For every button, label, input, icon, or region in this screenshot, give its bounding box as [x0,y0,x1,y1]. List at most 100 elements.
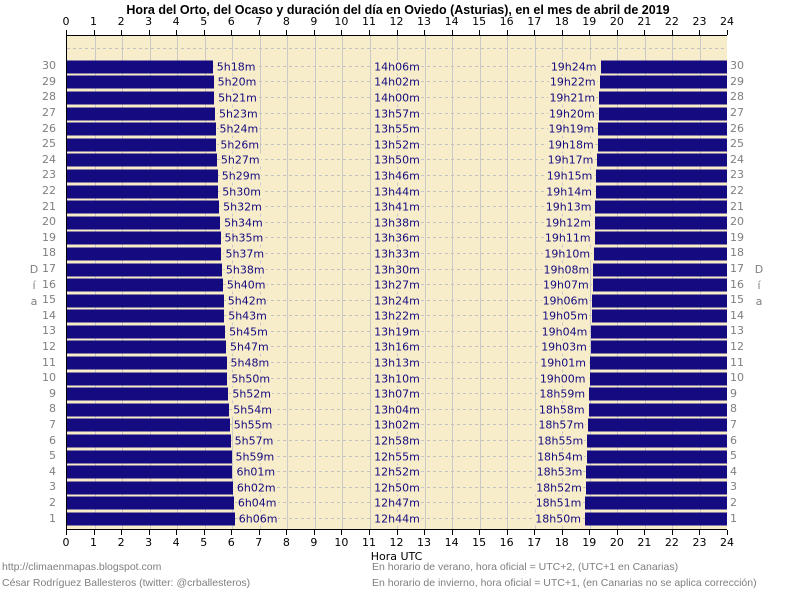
day-tick-label: 9 [730,386,737,400]
night-bar-before-sunrise [67,481,233,495]
y-axis-title-letter: í [32,279,36,292]
hour-tick-mark [589,530,591,535]
daylight-duration-label: 13h41m [373,200,421,214]
day-tick-label: 7 [730,417,737,431]
night-bar-after-sunset [594,247,727,261]
daylight-duration-label: 13h55m [373,122,421,136]
day-row-16: 5h40m 13h27m 19h07m [67,277,727,293]
footer-note-winter: En horario de invierno, hora oficial = U… [372,577,757,589]
sunset-time-label: 18h59m [538,387,587,401]
sunset-time-label: 19h20m [547,107,596,121]
sunset-time-label: 19h15m [545,169,594,183]
day-tick-label: 22 [42,184,56,198]
sunset-time-label: 19h14m [545,185,593,199]
hour-tick-mark [313,30,315,35]
hour-tick-mark [93,530,95,535]
night-bar-after-sunset [593,263,727,277]
sunrise-time-label: 5h50m [230,372,272,386]
night-bar-before-sunrise [67,200,220,214]
night-bar-before-sunrise [67,325,226,339]
daylight-duration-label: 13h44m [373,185,421,199]
day-row-25: 5h26m 13h52m 19h18m [67,137,727,153]
hour-tick-label: 0 [62,536,70,549]
hour-tick-mark [66,30,67,35]
night-bar-before-sunrise [67,153,217,167]
day-row-20: 5h34m 13h38m 19h12m [67,215,727,231]
sunrise-time-label: 5h47m [229,340,270,354]
daylight-duration-label: 12h52m [373,465,421,479]
hour-tick-label: 7 [255,15,263,28]
day-tick-label: 2 [49,495,56,509]
day-row-2: 6h04m 12h47m 18h51m [67,496,727,512]
hour-tick-label: 9 [310,15,318,28]
hour-tick-label: 7 [255,536,263,549]
hour-tick-label: 23 [692,15,707,28]
top-padding-gridline [67,48,727,49]
hour-tick-label: 8 [282,15,290,28]
sunrise-time-label: 5h23m [218,107,259,121]
hour-tick-mark [671,30,673,35]
hour-tick-mark [424,30,426,35]
sunrise-time-label: 5h29m [220,169,262,183]
sunset-time-label: 19h06m [541,294,590,308]
night-bar-before-sunrise [67,216,221,230]
night-bar-before-sunrise [67,278,223,292]
daylight-duration-label: 13h13m [373,356,421,370]
day-tick-label: 1 [730,511,737,525]
hour-tick-label: 23 [692,536,707,549]
hour-tick-label: 10 [334,15,349,28]
night-bar-after-sunset [594,231,727,245]
day-row-27: 5h23m 13h57m 19h20m [67,106,727,122]
day-tick-label: 18 [42,246,56,260]
hour-tick-label: 20 [609,15,624,28]
hour-tick-mark [589,30,591,35]
hour-tick-label: 21 [637,15,652,28]
night-bar-after-sunset [588,418,727,432]
sunrise-time-label: 5h27m [219,153,261,167]
night-bar-after-sunset [599,75,727,89]
daylight-duration-label: 13h46m [373,169,421,183]
day-row-18: 5h37m 13h33m 19h10m [67,246,727,262]
day-tick-label: 17 [42,262,56,276]
night-bar-before-sunrise [67,138,217,152]
hour-tick-label: 12 [389,536,404,549]
day-tick-label: 8 [730,402,737,416]
hour-tick-label: 8 [282,536,290,549]
day-tick-label: 29 [730,74,744,88]
day-tick-label: 25 [42,137,56,151]
y-axis-title-letter: í [757,279,761,292]
night-bar-before-sunrise [67,75,214,89]
hour-tick-mark [66,530,67,535]
night-bar-after-sunset [592,278,727,292]
day-tick-label: 24 [42,152,56,166]
hour-tick-mark [479,530,481,535]
day-tick-label: 8 [49,402,56,416]
sunrise-time-label: 6h01m [235,465,277,479]
hour-tick-label: 6 [227,15,235,28]
daylight-duration-label: 12h55m [373,450,421,464]
sunset-time-label: 19h18m [547,138,595,152]
hour-tick-label: 15 [472,536,487,549]
hour-tick-mark [286,530,288,535]
hour-tick-label: 22 [664,536,679,549]
day-tick-label: 14 [730,308,744,322]
night-bar-after-sunset [589,372,727,386]
night-bar-before-sunrise [67,263,222,277]
sunset-time-label: 19h21m [548,91,597,105]
hour-tick-mark [93,30,95,35]
day-tick-label: 20 [42,215,56,229]
sunrise-time-label: 5h59m [234,450,276,464]
night-bar-after-sunset [598,107,727,121]
hour-tick-mark [644,530,646,535]
day-row-6: 5h57m 12h58m 18h55m [67,433,727,449]
day-row-3: 6h02m 12h50m 18h52m [67,480,727,496]
sunrise-time-label: 5h24m [218,122,260,136]
night-bar-before-sunrise [67,122,216,136]
night-bar-after-sunset [587,434,727,448]
day-tick-label: 19 [730,230,744,244]
day-row-7: 5h55m 13h02m 18h57m [67,418,727,434]
sunrise-time-label: 5h18m [215,60,257,74]
sunset-time-label: 18h58m [537,403,586,417]
night-bar-before-sunrise [67,512,235,526]
sunrise-time-label: 5h40m [225,278,267,292]
